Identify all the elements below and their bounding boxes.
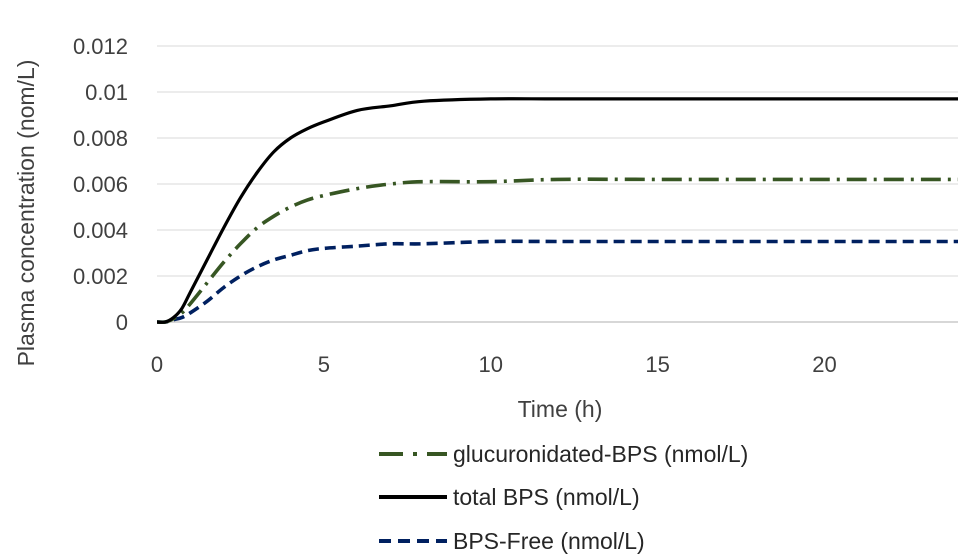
y-tick-label: 0 xyxy=(116,310,128,335)
x-axis-ticks: 0 5 10 15 20 xyxy=(151,352,837,377)
y-axis-ticks: 0 0.002 0.004 0.006 0.008 0.01 0.012 xyxy=(73,34,128,335)
x-tick-label: 15 xyxy=(645,352,669,377)
y-tick-label: 0.012 xyxy=(73,34,128,59)
series-line-0 xyxy=(156,177,958,325)
series-line-2 xyxy=(156,239,958,324)
x-axis-title: Time (h) xyxy=(518,396,603,422)
legend-label-1: total BPS (nmol/L) xyxy=(453,484,640,510)
y-tick-label: 0.004 xyxy=(73,218,128,243)
y-tick-label: 0.008 xyxy=(73,126,128,151)
legend: glucuronidated-BPS (nmol/L) total BPS (nm… xyxy=(379,441,748,554)
x-tick-label: 10 xyxy=(479,352,503,377)
x-tick-label: 20 xyxy=(812,352,836,377)
series-line-1 xyxy=(156,97,958,324)
legend-label-2: BPS-Free (nmol/L) xyxy=(453,528,645,554)
x-tick-label: 0 xyxy=(151,352,163,377)
y-tick-label: 0.006 xyxy=(73,172,128,197)
y-axis-title: Plasma concentration (nom/L) xyxy=(13,60,39,367)
y-tick-label: 0.01 xyxy=(85,80,128,105)
legend-label-0: glucuronidated-BPS (nmol/L) xyxy=(453,441,748,467)
series-lines xyxy=(156,97,958,325)
x-tick-label: 5 xyxy=(318,352,330,377)
y-tick-label: 0.002 xyxy=(73,264,128,289)
